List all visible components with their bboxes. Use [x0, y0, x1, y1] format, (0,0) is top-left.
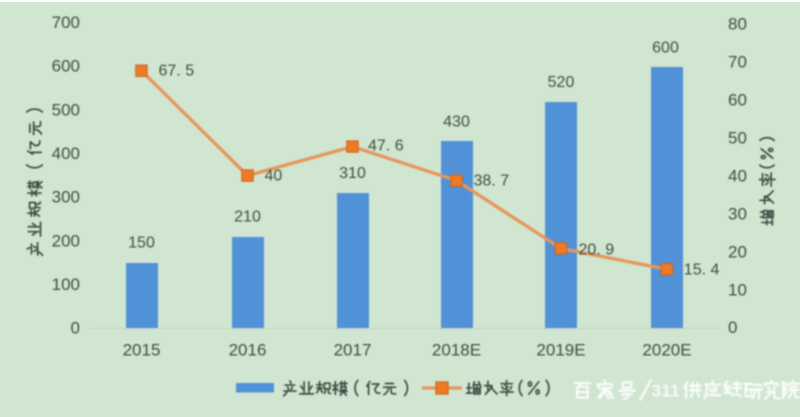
svg-text:400: 400 [52, 144, 80, 163]
svg-text:430: 430 [443, 113, 470, 130]
svg-text:700: 700 [52, 13, 80, 32]
svg-text:2016: 2016 [229, 341, 267, 360]
svg-text:2015: 2015 [123, 341, 161, 360]
svg-text:0: 0 [71, 319, 80, 338]
svg-text:47. 6: 47. 6 [368, 138, 404, 155]
svg-text:300: 300 [52, 188, 80, 207]
svg-text:150: 150 [128, 234, 155, 251]
svg-text:40: 40 [265, 167, 283, 184]
svg-text:60: 60 [728, 91, 747, 110]
svg-text:20. 9: 20. 9 [579, 242, 615, 259]
svg-text:2018E: 2018E [432, 341, 481, 360]
svg-text:2019E: 2019E [536, 341, 585, 360]
svg-text:30: 30 [728, 205, 747, 224]
svg-text:10: 10 [728, 281, 747, 300]
svg-text:600: 600 [652, 39, 679, 56]
svg-text:2020E: 2020E [642, 341, 691, 360]
svg-text:310: 310 [339, 165, 366, 182]
svg-text:38. 7: 38. 7 [474, 173, 510, 190]
svg-text:311: 311 [652, 381, 680, 401]
svg-text:500: 500 [52, 100, 80, 119]
svg-text:210: 210 [234, 208, 261, 225]
svg-text:70: 70 [728, 53, 747, 72]
svg-text:67. 5: 67. 5 [159, 63, 195, 80]
svg-text:100: 100 [52, 275, 80, 294]
svg-text:600: 600 [52, 57, 80, 76]
svg-text:50: 50 [728, 129, 747, 148]
svg-text:520: 520 [548, 74, 575, 91]
svg-text:40: 40 [728, 167, 747, 186]
svg-text:15. 4: 15. 4 [684, 262, 720, 279]
svg-text:2017: 2017 [334, 341, 372, 360]
svg-text:20: 20 [728, 243, 747, 262]
svg-text:0: 0 [728, 318, 737, 337]
svg-text:80: 80 [728, 15, 747, 34]
svg-text:200: 200 [52, 231, 80, 250]
